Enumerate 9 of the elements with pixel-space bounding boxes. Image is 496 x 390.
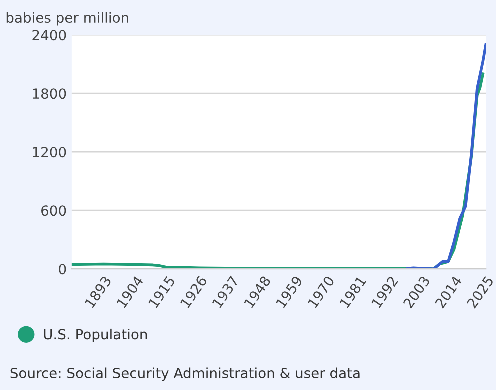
- y-tick-label: 1200: [33, 147, 66, 158]
- y-tick-label: 0: [59, 264, 66, 275]
- legend-label: U.S. Population: [44, 328, 148, 342]
- y-tick-label: 1800: [33, 88, 66, 100]
- y-tick-label: 2400: [32, 30, 66, 41]
- source-note: Source: Social Security Administration & user data: [10, 368, 360, 382]
- y-tick-label: 600: [42, 206, 66, 216]
- y-axis-title: babies per million: [6, 12, 128, 26]
- line-series: [406, 43, 486, 270]
